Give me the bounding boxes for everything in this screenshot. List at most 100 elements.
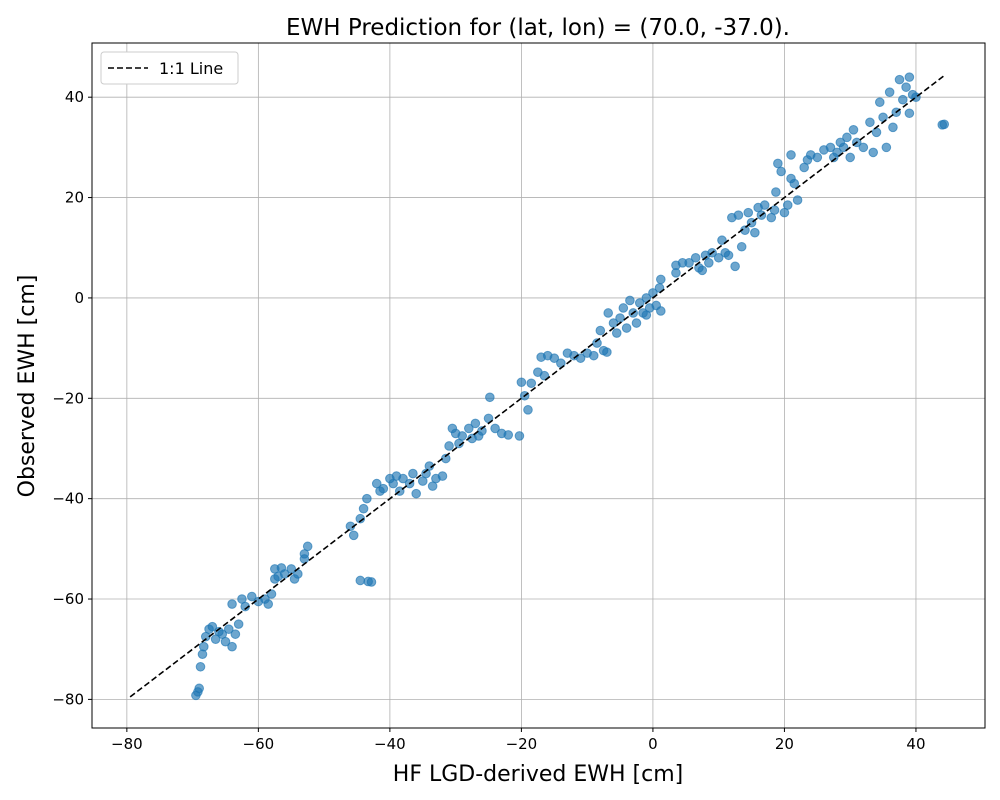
data-point <box>904 72 915 82</box>
data-point <box>671 268 681 278</box>
x-tick-label: 20 <box>775 735 794 753</box>
data-point <box>470 418 481 429</box>
data-point <box>884 87 895 97</box>
data-point <box>223 624 234 634</box>
data-point <box>362 493 372 504</box>
data-point <box>378 483 389 494</box>
x-tick-label: −80 <box>111 735 143 753</box>
data-point <box>842 132 852 143</box>
data-point <box>526 378 537 389</box>
data-point <box>713 252 724 263</box>
legend-box <box>100 51 239 85</box>
data-point <box>697 265 708 276</box>
legend-label: 1:1 Line <box>159 59 223 78</box>
data-point <box>457 431 468 441</box>
data-point <box>263 599 274 609</box>
data-point <box>838 142 849 153</box>
data-point <box>782 200 793 210</box>
data-point <box>437 471 448 481</box>
data-point <box>858 142 869 153</box>
data-point <box>881 142 892 153</box>
data-point <box>595 325 606 336</box>
x-axis-label: HF LGD-derived EWH [cm] <box>393 762 683 787</box>
data-point <box>195 661 206 672</box>
data-point <box>615 313 625 323</box>
data-point <box>904 108 915 119</box>
data-point <box>750 227 760 238</box>
data-point <box>618 303 629 313</box>
y-tick-label: −40 <box>52 490 84 508</box>
data-point <box>603 308 614 318</box>
data-point <box>463 423 474 434</box>
data-point <box>717 235 727 246</box>
data-point <box>789 178 800 189</box>
data-point <box>865 117 875 128</box>
data-point <box>355 575 366 586</box>
data-point <box>299 549 310 559</box>
data-point <box>366 577 377 587</box>
data-point <box>523 405 533 415</box>
data-point <box>939 119 950 130</box>
data-point <box>592 338 602 348</box>
data-point <box>641 310 652 320</box>
y-tick-label: −80 <box>52 690 84 708</box>
data-point <box>786 150 796 160</box>
data-point <box>575 353 586 363</box>
data-point <box>444 441 454 451</box>
data-point <box>759 200 770 210</box>
y-tick-label: −60 <box>52 590 84 608</box>
data-point <box>832 147 842 158</box>
data-point <box>743 207 754 218</box>
grid <box>92 43 985 728</box>
x-ticks: −80 −60 −40 −20 0 20 40 <box>111 728 926 753</box>
data-point <box>266 589 277 599</box>
legend: 1:1 Line <box>100 51 239 85</box>
data-point <box>684 258 694 268</box>
data-point <box>704 258 714 268</box>
data-point <box>771 187 781 197</box>
x-tick-label: −40 <box>374 735 406 753</box>
x-tick-label: 0 <box>648 735 658 753</box>
chart-title: EWH Prediction for (lat, lon) = (70.0, -… <box>286 15 790 41</box>
x-tick-label: −60 <box>243 735 275 753</box>
data-point <box>408 468 418 479</box>
data-point <box>503 430 514 440</box>
data-point <box>656 306 666 316</box>
data-point <box>773 158 783 169</box>
data-point <box>602 347 612 357</box>
scatter-points <box>191 72 950 701</box>
data-point <box>194 683 204 694</box>
data-point <box>730 261 740 272</box>
data-point <box>690 252 701 263</box>
data-point <box>348 530 359 541</box>
data-point <box>736 241 747 252</box>
data-point <box>631 318 642 328</box>
data-point <box>792 195 803 205</box>
data-point <box>733 210 744 220</box>
data-point <box>868 147 879 158</box>
y-tick-label: 40 <box>65 88 84 106</box>
data-point <box>621 323 632 333</box>
data-point <box>888 122 898 133</box>
plot-frame <box>91 42 986 729</box>
data-point <box>227 599 237 609</box>
data-point <box>230 629 241 639</box>
data-point <box>588 350 599 361</box>
data-point <box>398 473 408 484</box>
data-point <box>894 74 905 85</box>
data-point <box>490 423 500 434</box>
data-point <box>625 295 635 306</box>
data-point <box>825 142 836 153</box>
data-point <box>355 513 366 524</box>
y-axis-label: Observed EWH [cm] <box>15 275 40 498</box>
data-point <box>611 328 622 338</box>
data-point <box>539 370 550 381</box>
data-point <box>723 250 734 261</box>
data-point <box>198 641 209 652</box>
data-point <box>220 636 231 647</box>
data-point <box>898 94 908 105</box>
x-tick-label: −20 <box>506 735 538 753</box>
data-point <box>411 488 421 499</box>
data-point <box>874 97 885 108</box>
